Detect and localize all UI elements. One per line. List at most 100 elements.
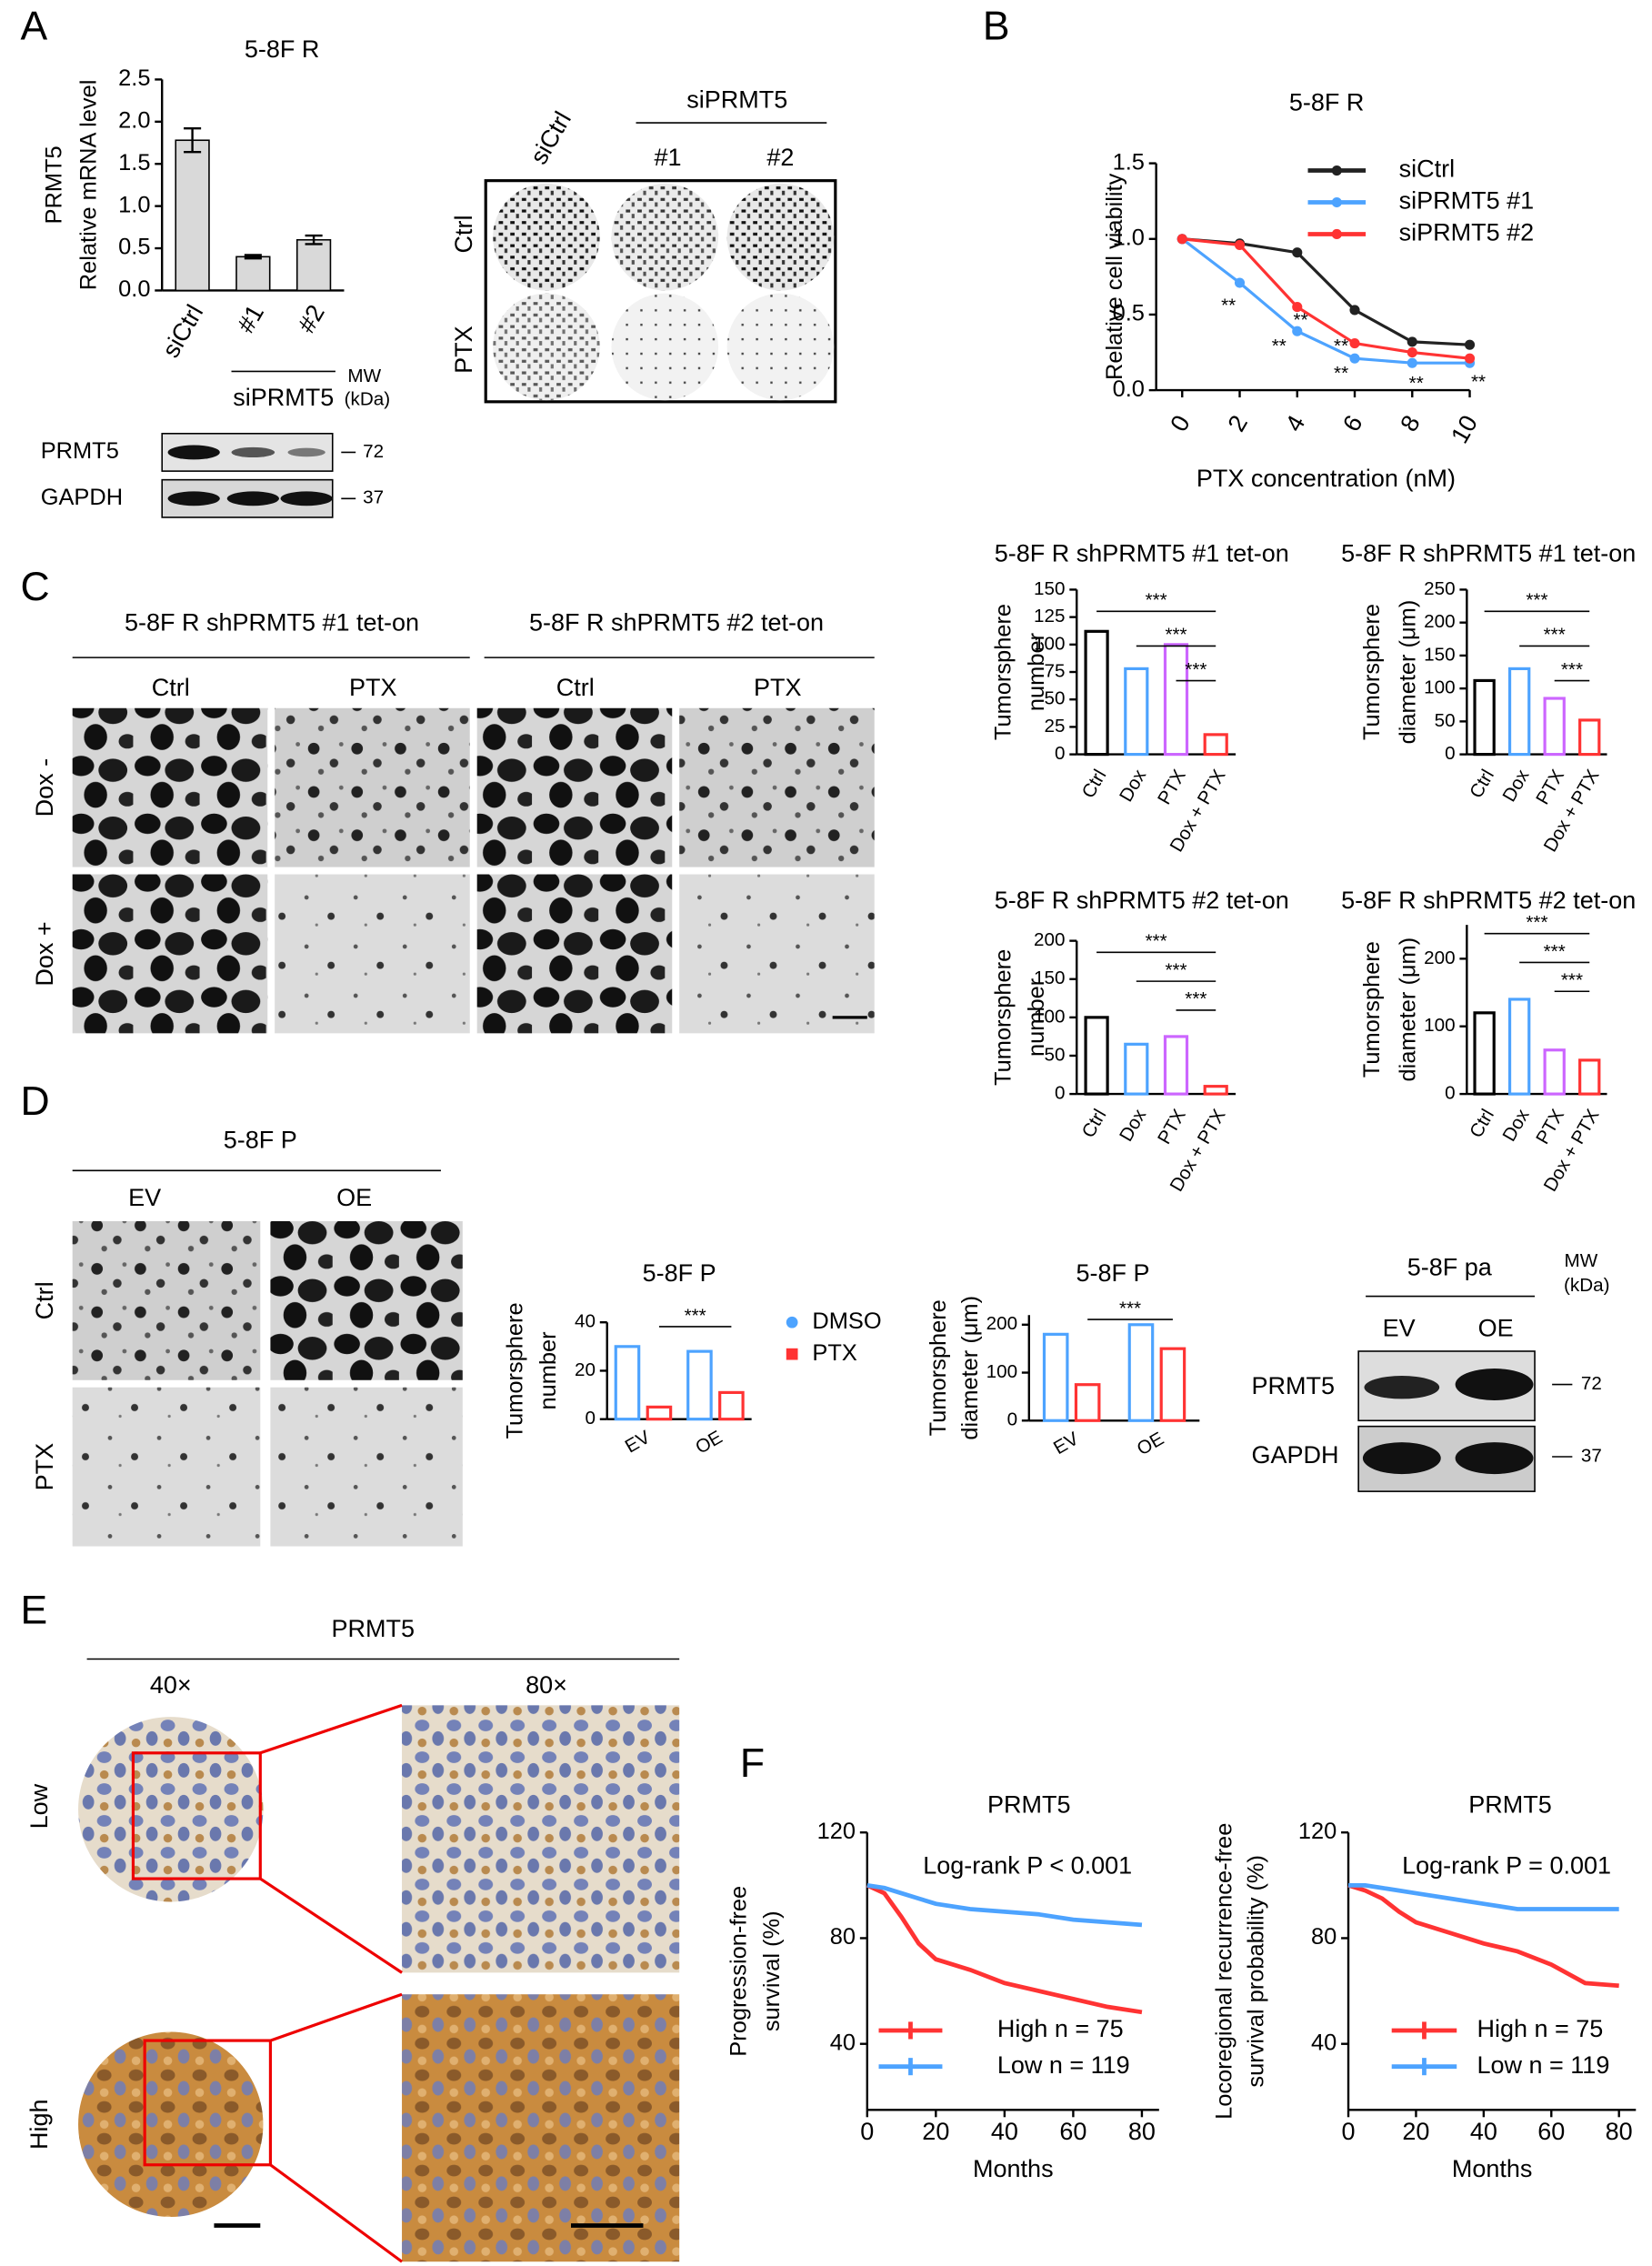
- lane-label: EV: [1383, 1314, 1416, 1341]
- blot-band: [167, 491, 220, 506]
- y-tick-label: 80: [830, 1924, 856, 1950]
- row-label: Ctrl: [450, 215, 477, 253]
- series-line: [1348, 1882, 1619, 1911]
- mw-label: MW: [347, 366, 381, 386]
- x-tick-label: 60: [1059, 2118, 1086, 2145]
- bar: [686, 1349, 713, 1421]
- bar: [1473, 1011, 1496, 1096]
- x-tick-label: Dox: [1116, 1105, 1151, 1145]
- micrograph: [476, 874, 673, 1034]
- y-tick-label: 0.5: [118, 235, 150, 260]
- panel-letter: B: [983, 5, 1010, 49]
- col-label: PTX: [349, 674, 397, 701]
- blot-row-label: GAPDH: [1252, 1441, 1339, 1469]
- legend-label: High n = 75: [1477, 2015, 1603, 2042]
- y-tick-label: 0: [1055, 1083, 1066, 1104]
- chart-title: PRMT5: [987, 1791, 1071, 1819]
- error-bar: [305, 234, 323, 246]
- chart-title: 5-8F R: [245, 35, 320, 63]
- annotation: **: [1471, 372, 1486, 393]
- bar: [718, 1390, 745, 1421]
- tissue-core: [78, 1717, 264, 1902]
- col-label: Ctrl: [152, 674, 190, 701]
- annotation: **: [1409, 373, 1424, 394]
- well: [611, 183, 719, 291]
- y-tick-label: 100: [1034, 633, 1065, 654]
- y-tick-label: 2.5: [118, 65, 150, 91]
- error-bar: [244, 254, 262, 260]
- bar: [1578, 718, 1601, 757]
- annotation: **: [1272, 336, 1287, 356]
- col-label: EV: [128, 1184, 161, 1211]
- legend-label: PTX: [812, 1340, 856, 1366]
- y-tick-label: 0: [1007, 1409, 1018, 1430]
- bar: [1084, 629, 1109, 757]
- x-axis-label: Months: [973, 2155, 1054, 2182]
- y-tick-label: 1.0: [1113, 225, 1145, 250]
- annotation: Log-rank P < 0.001: [923, 1851, 1132, 1879]
- y-tick-label: 40: [575, 1311, 596, 1332]
- row-label: PTX: [450, 326, 477, 374]
- group-label: siPRMT5: [233, 384, 334, 411]
- x-tick-label: Ctrl: [1466, 1106, 1498, 1141]
- chart-title: 5-8F R shPRMT5 #2 tet-on: [1341, 887, 1636, 914]
- panel-letter: D: [20, 1079, 49, 1124]
- bar: [235, 256, 271, 292]
- x-axis-label: Months: [1452, 2155, 1533, 2182]
- x-tick-label: 6: [1337, 411, 1367, 436]
- bar: [646, 1405, 673, 1421]
- chart-title: 5-8F R: [1289, 89, 1365, 116]
- x-tick-label: PTX: [1154, 1106, 1190, 1148]
- y-axis-label: Relative cell viability: [1102, 173, 1127, 380]
- series-line: [1181, 237, 1470, 365]
- point: [1176, 234, 1187, 245]
- micrograph: [72, 1220, 261, 1380]
- significance-label: ***: [1526, 590, 1547, 611]
- y-tick-label: 200: [1424, 611, 1455, 632]
- x-tick-label: Ctrl: [1466, 766, 1498, 801]
- significance-label: ***: [1146, 590, 1167, 611]
- y-tick-label: 40: [830, 2030, 856, 2055]
- x-tick-label: Ctrl: [1078, 766, 1111, 801]
- legend-label: siPRMT5 #1: [1399, 187, 1535, 215]
- x-tick-label: 80: [1606, 2118, 1633, 2145]
- blot-band: [287, 447, 325, 457]
- point: [1234, 239, 1246, 250]
- annotation: **: [1294, 309, 1308, 330]
- y-tick-label: 0.5: [1113, 301, 1145, 326]
- y-tick-label: 50: [1435, 710, 1456, 731]
- lane-label: OE: [1478, 1314, 1514, 1341]
- y-tick-label: 75: [1045, 660, 1066, 681]
- x-tick-label: Dox: [1498, 766, 1534, 806]
- significance-label: ***: [685, 1305, 706, 1326]
- marker-label: 72: [363, 441, 384, 462]
- x-tick-label: 2: [1223, 411, 1253, 436]
- bar: [1127, 1323, 1155, 1422]
- point: [1407, 346, 1417, 358]
- blot-band: [1362, 1442, 1441, 1475]
- point: [1349, 337, 1360, 349]
- micrograph: [402, 1994, 680, 2262]
- micrograph: [402, 1705, 680, 1973]
- mw-label: MW: [1565, 1250, 1598, 1271]
- legend-label: Low n = 119: [1477, 2051, 1609, 2079]
- legend-label: siPRMT5 #2: [1399, 219, 1535, 246]
- series-line: [866, 1882, 1143, 1928]
- blot-band: [167, 445, 220, 460]
- y-tick-label: 150: [1034, 578, 1065, 599]
- x-tick-label: #2: [293, 300, 330, 337]
- series-line: [866, 1883, 1143, 2015]
- y-tick-label: 100: [1034, 1006, 1065, 1027]
- y-tick-label: 1.5: [1113, 149, 1145, 175]
- y-tick-label: 50: [1045, 1044, 1066, 1065]
- x-tick-label: 20: [1402, 2118, 1429, 2145]
- y-axis-label: Tumorsphere: [502, 1302, 527, 1439]
- col-label: PTX: [754, 674, 802, 701]
- y-tick-label: 125: [1034, 606, 1065, 627]
- bar: [175, 139, 210, 292]
- legend-marker: [1331, 165, 1342, 176]
- zoom-line: [269, 1992, 403, 2042]
- zoom-line: [269, 2163, 403, 2263]
- micrograph: [270, 1387, 463, 1547]
